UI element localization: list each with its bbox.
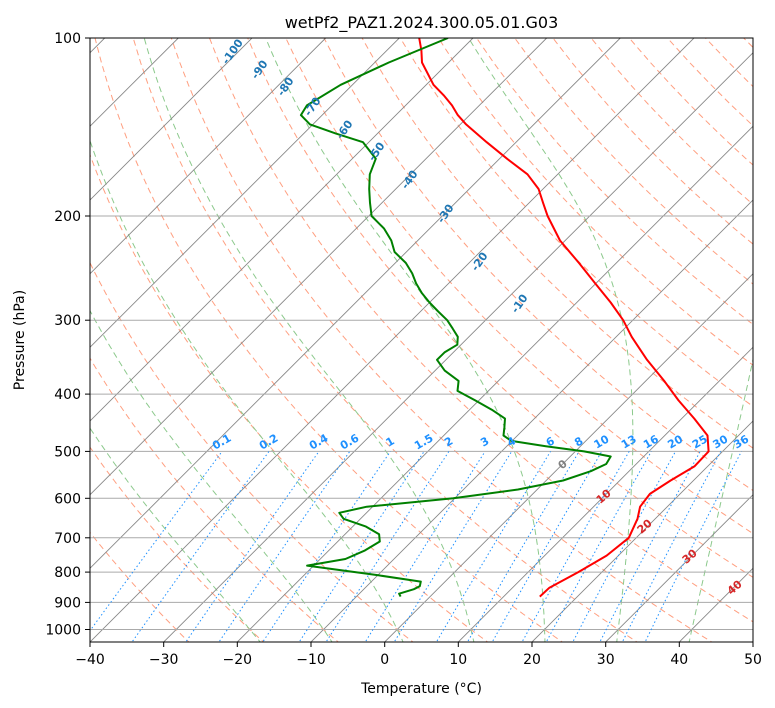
- dry-adiabat-line: [323, 38, 753, 492]
- dewpoint-profile-line: [299, 38, 612, 598]
- series-layer: [299, 38, 710, 598]
- mixing-ratio-line: [466, 451, 580, 642]
- isotherm-line: [90, 38, 695, 642]
- isotherm-line: [90, 38, 474, 422]
- dry-adiabat-line: [476, 38, 753, 326]
- y-tick-label: 500: [54, 444, 81, 460]
- isotherm-line: [90, 38, 327, 275]
- y-axis-label: Pressure (hPa): [12, 290, 28, 390]
- x-tick-label: 40: [670, 652, 688, 668]
- mixing-ratio-line: [325, 451, 450, 642]
- dry-adiabat-line: [90, 261, 414, 642]
- mixing-ratio-line: [599, 451, 701, 642]
- y-tick-label: 800: [54, 565, 81, 581]
- y-tick-label: 900: [54, 595, 81, 611]
- isotherm-line: [236, 125, 753, 642]
- y-tick-label: 300: [54, 313, 81, 329]
- axes-layer: −40 −30 −20 −10 0 10 20 30 40 50 100 200 300 400 500 60…: [45, 31, 762, 668]
- dry-adiabat-line: [285, 38, 753, 535]
- isotherm-line: [605, 494, 753, 642]
- x-tick-label: 30: [597, 652, 615, 668]
- isotherm-line: [90, 38, 253, 201]
- plot-frame: [89, 37, 754, 643]
- dry-adiabat-line: [437, 38, 753, 366]
- y-tick-label: 700: [54, 531, 81, 547]
- mixing-ratio-line: [364, 451, 486, 642]
- isotherm-line: [163, 52, 753, 642]
- mixing-ratio-line: [621, 451, 722, 642]
- x-axis-label: Temperature (°C): [360, 681, 482, 697]
- x-tick-label: −20: [223, 652, 253, 668]
- mixing-ratio-line: [572, 451, 676, 642]
- x-tick-label: −30: [149, 652, 179, 668]
- x-tick-label: 20: [523, 652, 541, 668]
- y-tick-label: 200: [54, 209, 81, 225]
- isotherm-line: [384, 273, 753, 642]
- isotherm-line: [90, 38, 621, 569]
- isotherm-line: [310, 199, 753, 642]
- mixing-ratio-line: [185, 451, 320, 642]
- isotherm-line: [531, 420, 753, 642]
- x-tick-label: 10: [449, 652, 467, 668]
- x-tick-label: −10: [296, 652, 326, 668]
- mixing-ratio-line: [131, 451, 270, 642]
- x-tick-label: 0: [380, 652, 389, 668]
- background-lines-layer: [90, 38, 753, 642]
- y-tick-label: 400: [54, 387, 81, 403]
- mixing-ratio-line: [298, 451, 425, 642]
- y-tick-label: 600: [54, 491, 81, 507]
- dry-adiabat-line: [399, 38, 753, 408]
- x-tick-label: 50: [744, 652, 762, 668]
- mixing-ratio-line: [262, 451, 391, 642]
- isotherm-line: [752, 641, 753, 642]
- x-tick-label: −40: [75, 652, 105, 668]
- plot-area-background: [90, 38, 753, 642]
- mixing-ratio-line: [393, 451, 513, 642]
- dry-adiabat-line: [514, 38, 753, 285]
- isotherm-line: [457, 346, 753, 642]
- temperature-profile-line: [418, 38, 710, 598]
- isotherm-line: [90, 38, 548, 496]
- dry-adiabat-line: [247, 38, 753, 578]
- mixing-ratio-line: [545, 451, 652, 642]
- isotherm-line: [90, 38, 400, 348]
- mixing-ratio-line: [218, 451, 351, 642]
- dry-adiabat-line: [361, 38, 753, 449]
- mixing-ratio-line: [435, 451, 552, 642]
- y-tick-label: 1000: [45, 623, 81, 639]
- chart-title: wetPf2_PAZ1.2024.300.05.01.G03: [285, 13, 559, 33]
- mixing-ratio-line: [90, 451, 223, 632]
- y-tick-label: 100: [54, 31, 81, 47]
